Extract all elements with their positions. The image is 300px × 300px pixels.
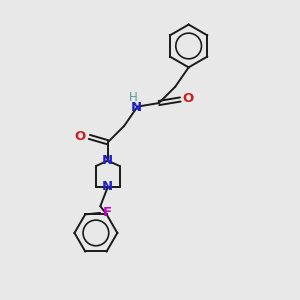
Text: F: F	[102, 206, 112, 219]
Text: N: N	[102, 180, 113, 194]
Text: N: N	[130, 101, 142, 114]
Text: H: H	[129, 91, 137, 104]
Text: O: O	[183, 92, 194, 105]
Text: N: N	[102, 154, 113, 167]
Text: O: O	[74, 130, 86, 143]
